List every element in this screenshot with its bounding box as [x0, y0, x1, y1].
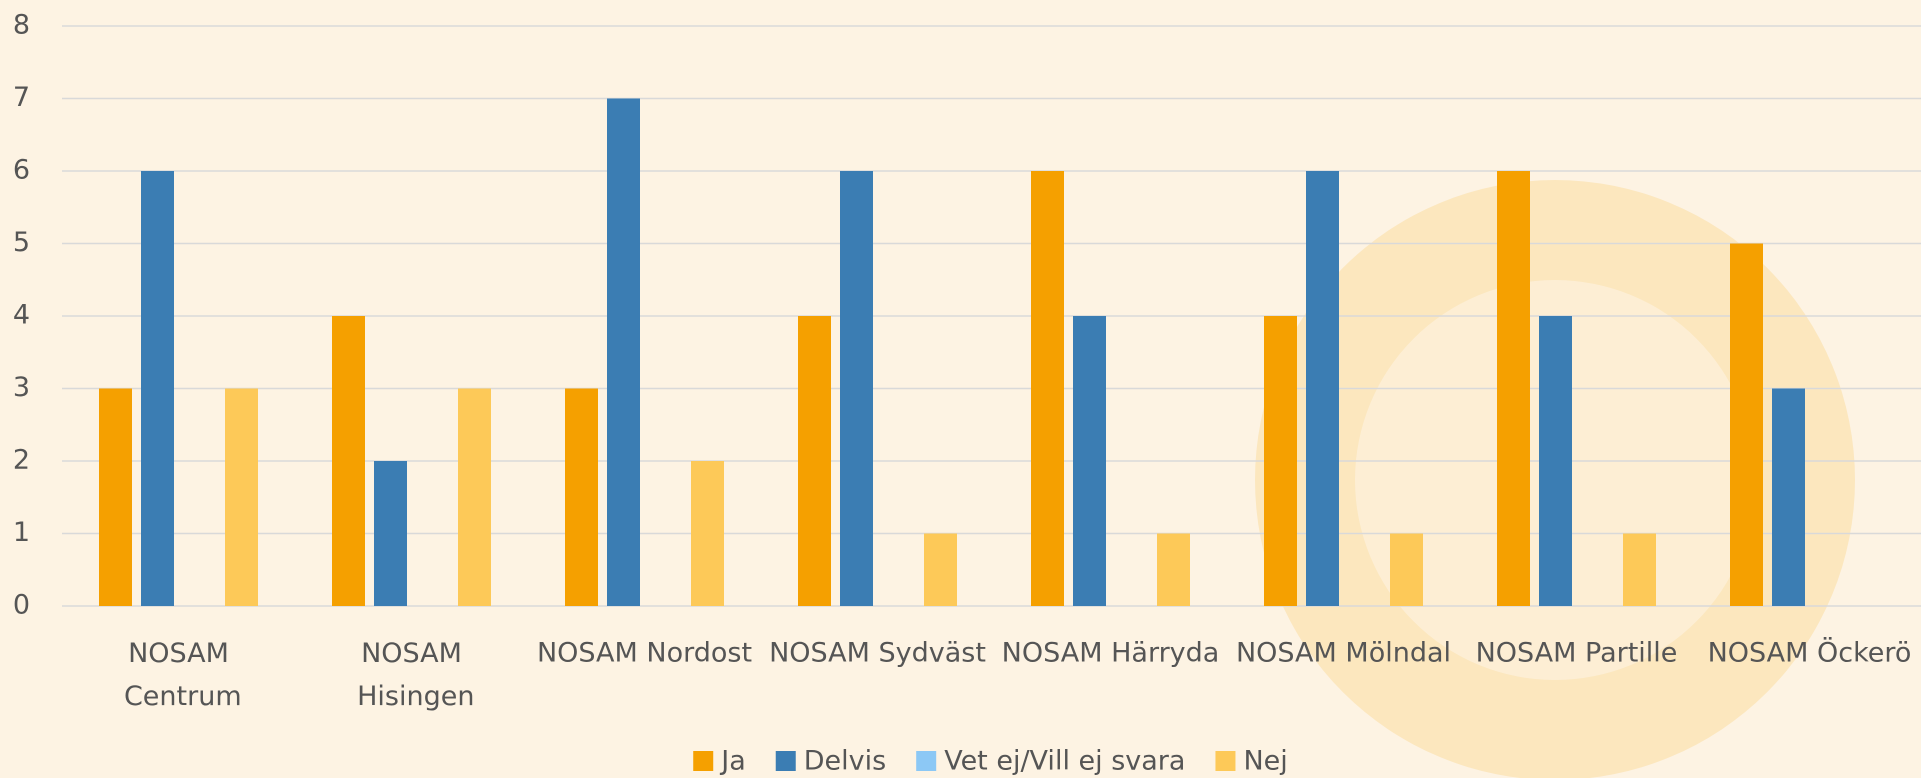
bar	[1306, 171, 1339, 606]
legend-swatch	[916, 751, 937, 771]
bar	[1031, 171, 1064, 606]
x-tick-label: NOSAM Nordost	[537, 638, 752, 669]
bar	[924, 533, 957, 606]
bar	[1497, 171, 1530, 606]
bar	[332, 316, 365, 606]
legend-swatch	[775, 751, 796, 771]
bar	[1772, 388, 1805, 606]
bar	[99, 388, 132, 606]
bar	[565, 388, 598, 606]
bar	[798, 316, 831, 606]
y-tick-label: 2	[13, 445, 30, 476]
x-tick-label: NOSAM Partille	[1476, 638, 1678, 669]
y-tick-label: 6	[13, 155, 30, 186]
bar	[141, 171, 174, 606]
legend-label: Vet ej/Vill ej svara	[944, 746, 1185, 777]
bar	[374, 461, 407, 606]
bar	[1264, 316, 1297, 606]
bar	[1390, 533, 1423, 606]
x-tick-label: NOSAM Mölndal	[1236, 638, 1451, 669]
bar	[1623, 533, 1656, 606]
x-tick-label: NOSAM Öckerö	[1708, 637, 1912, 669]
legend-swatch	[1215, 751, 1236, 771]
x-tick-label: NOSAM Sydväst	[769, 638, 986, 669]
bar	[1730, 243, 1763, 606]
x-tick-label: NOSAM Centrum	[115, 638, 241, 712]
legend-label: Delvis	[804, 746, 886, 777]
x-tick-label: NOSAM Hisingen	[349, 638, 475, 712]
bar	[1539, 316, 1572, 606]
y-tick-label: 5	[13, 227, 30, 258]
bar	[607, 98, 640, 606]
y-tick-label: 0	[13, 590, 30, 621]
y-tick-label: 3	[13, 372, 30, 403]
bar	[691, 461, 724, 606]
bar	[1157, 533, 1190, 606]
y-tick-label: 4	[13, 300, 30, 331]
x-tick-label: NOSAM Härryda	[1002, 638, 1220, 669]
bar	[1073, 316, 1106, 606]
legend: Ja Delvis Vet ej/Vill ej svara Nej	[693, 746, 1288, 777]
bar	[458, 388, 491, 606]
bar	[225, 388, 258, 606]
legend-label: Ja	[719, 746, 746, 777]
y-tick-label: 7	[13, 82, 30, 113]
bar	[840, 171, 873, 606]
y-tick-label: 1	[13, 517, 30, 548]
legend-swatch	[693, 751, 714, 771]
legend-label: Nej	[1243, 746, 1287, 777]
y-tick-label: 8	[13, 10, 30, 41]
